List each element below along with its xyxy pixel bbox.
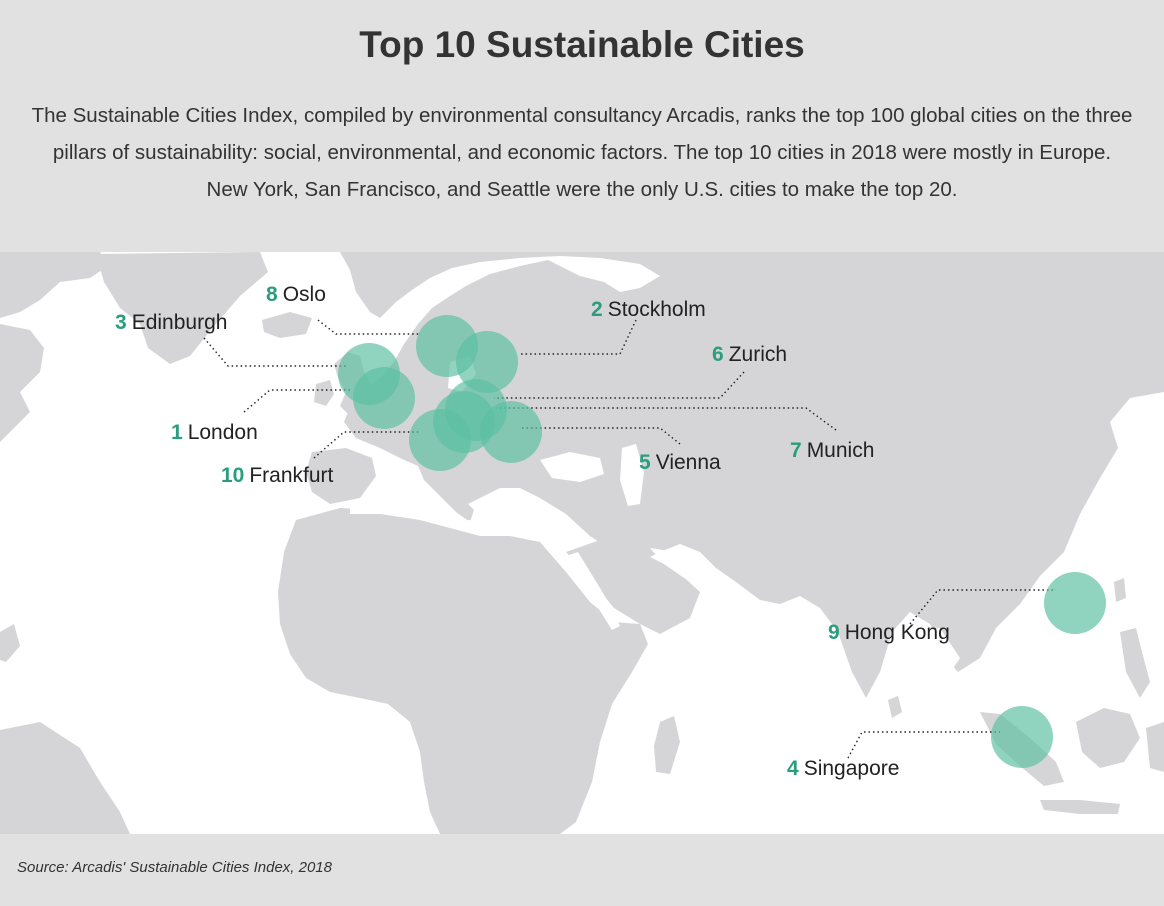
label-frankfurt: 10 Frankfurt <box>221 464 333 488</box>
caspian-sea <box>620 444 644 506</box>
bay-of-bengal <box>900 628 960 682</box>
label-oslo: 8 Oslo <box>266 283 326 307</box>
city-name-london: London <box>187 421 258 444</box>
rank-zurich: 6 <box>712 343 724 366</box>
city-name-oslo: Oslo <box>282 283 326 306</box>
description: The Sustainable Cities Index, compiled b… <box>31 104 1133 201</box>
red-sea <box>566 552 620 630</box>
taiwan-land <box>1114 578 1126 602</box>
city-name-munich: Munich <box>806 439 875 462</box>
rank-frankfurt: 10 <box>221 464 245 487</box>
label-vienna: 5 Vienna <box>639 451 721 475</box>
label-singapore: 4 Singapore <box>787 757 899 781</box>
arabia-land <box>566 540 700 634</box>
leader-lines <box>203 319 1056 759</box>
rank-oslo: 8 <box>266 283 278 306</box>
rank-edinburgh: 3 <box>115 311 127 334</box>
sri-lanka-land <box>888 696 902 718</box>
persian-gulf <box>650 548 696 578</box>
label-london: 1 London <box>171 421 258 445</box>
philippines-land <box>1120 628 1150 698</box>
south-america-land <box>0 722 130 834</box>
label-hong-kong: 9 Hong Kong <box>828 621 950 645</box>
iceland-land <box>262 312 312 338</box>
world-map: 8 Oslo 2 Stockholm 3 Edinburgh 6 Zurich 1 Lon… <box>0 252 1164 834</box>
map-svg <box>0 252 1164 834</box>
leader-singapore <box>847 731 1000 759</box>
rank-vienna: 5 <box>639 451 651 474</box>
ireland-land <box>314 380 334 406</box>
rank-munich: 7 <box>790 439 802 462</box>
marker-stockholm <box>456 331 518 393</box>
page-title: Top 10 Sustainable Cities <box>359 24 805 65</box>
leader-stockholm <box>520 319 637 355</box>
city-name-zurich: Zurich <box>728 343 788 366</box>
marker-singapore <box>991 706 1053 768</box>
marker-vienna <box>480 401 542 463</box>
header: Top 10 Sustainable Cities The Sustainabl… <box>0 0 1164 252</box>
rank-london: 1 <box>171 421 183 444</box>
leader-london <box>243 389 350 413</box>
leader-munich <box>496 407 837 431</box>
black-sea <box>540 452 604 482</box>
rank-hong-kong: 9 <box>828 621 840 644</box>
city-name-singapore: Singapore <box>803 757 900 780</box>
city-markers <box>338 315 1106 768</box>
north-america-land <box>0 252 108 318</box>
rank-stockholm: 2 <box>591 298 603 321</box>
label-stockholm: 2 Stockholm <box>591 298 706 322</box>
footer: Source: Arcadis' Sustainable Cities Inde… <box>0 834 1164 906</box>
mediterranean-sea <box>350 496 560 542</box>
madagascar-land <box>654 716 680 774</box>
city-name-hong-kong: Hong Kong <box>844 621 950 644</box>
city-name-edinburgh: Edinburgh <box>131 311 228 334</box>
label-zurich: 6 Zurich <box>712 343 787 367</box>
eurasia-land <box>340 252 1164 698</box>
leader-oslo <box>317 319 420 335</box>
land-masses <box>0 252 1164 834</box>
java-land <box>1040 800 1120 814</box>
greenland-land <box>96 252 268 364</box>
leader-frankfurt <box>313 431 420 459</box>
north-america-land-2 <box>0 324 44 442</box>
leader-hong-kong <box>909 589 1056 625</box>
rank-singapore: 4 <box>787 757 799 780</box>
city-name-frankfurt: Frankfurt <box>249 464 334 487</box>
label-edinburgh: 3 Edinburgh <box>115 311 227 335</box>
label-munich: 7 Munich <box>790 439 874 463</box>
marker-hong-kong <box>1044 572 1106 634</box>
marker-frankfurt <box>409 409 471 471</box>
city-name-stockholm: Stockholm <box>607 298 706 321</box>
caribbean-land <box>0 624 20 662</box>
italy-land <box>418 466 474 522</box>
source-note: Source: Arcadis' Sustainable Cities Inde… <box>17 859 332 876</box>
marker-london <box>353 367 415 429</box>
africa-land <box>278 508 648 834</box>
sulawesi-land <box>1146 722 1164 772</box>
borneo-land <box>1076 708 1140 768</box>
leader-edinburgh <box>203 337 346 367</box>
iberia-land <box>306 448 376 504</box>
city-name-vienna: Vienna <box>655 451 721 474</box>
